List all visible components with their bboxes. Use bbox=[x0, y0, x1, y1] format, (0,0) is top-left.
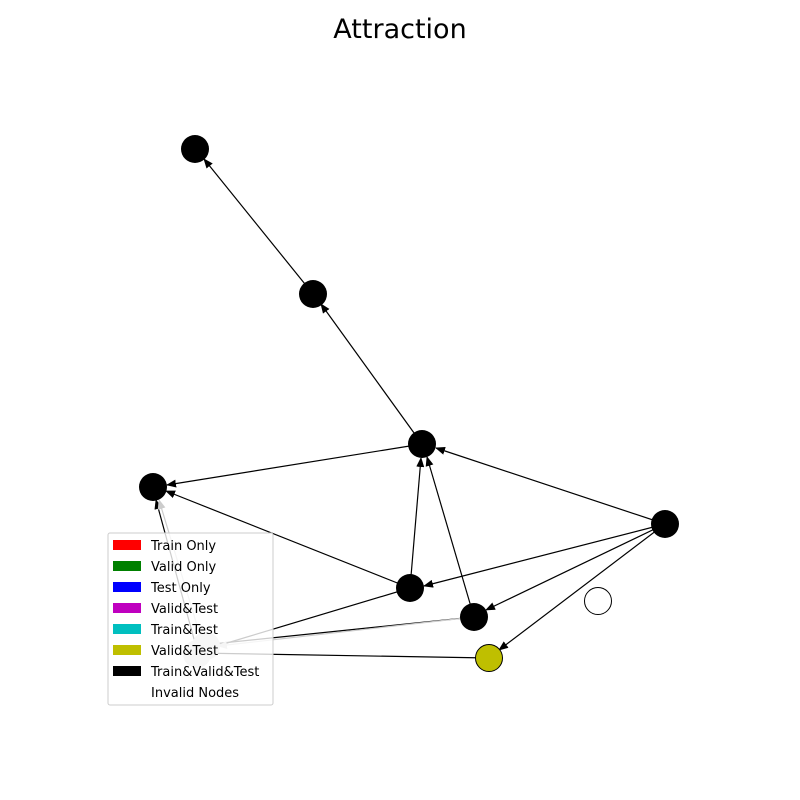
graph-node[interactable] bbox=[460, 603, 488, 631]
legend-swatch bbox=[113, 624, 141, 634]
legend-swatch bbox=[113, 561, 141, 571]
edge-n6-n3 bbox=[409, 457, 425, 589]
edge-n2-n1 bbox=[203, 158, 314, 295]
legend-label: Valid&Test bbox=[151, 644, 218, 659]
graph-node-invalid[interactable] bbox=[584, 587, 612, 615]
legend-label: Train&Valid&Test bbox=[150, 665, 259, 680]
legend-frame bbox=[107, 532, 274, 706]
page-title: Attraction bbox=[333, 14, 466, 45]
edge-n5-n6 bbox=[423, 523, 666, 588]
graph-node-valid-test[interactable] bbox=[475, 644, 503, 672]
graph-node[interactable] bbox=[408, 430, 436, 458]
legend-swatch bbox=[113, 582, 141, 592]
legend-swatch bbox=[113, 540, 141, 550]
legend-label: Invalid Nodes bbox=[151, 686, 239, 701]
graph-node[interactable] bbox=[396, 574, 424, 602]
legend-label: Valid&Test bbox=[151, 602, 218, 617]
legend-swatch bbox=[113, 666, 141, 676]
edge-n3-n4 bbox=[166, 443, 423, 488]
edge-n6-n4 bbox=[165, 490, 411, 589]
legend-label: Valid Only bbox=[151, 560, 217, 575]
edge-n3-n2 bbox=[320, 303, 423, 445]
graph-node[interactable] bbox=[299, 280, 327, 308]
edge-n5-n3 bbox=[435, 447, 666, 525]
graph-node[interactable] bbox=[651, 510, 679, 538]
graph-node[interactable] bbox=[139, 473, 167, 501]
legend-swatch bbox=[113, 645, 141, 655]
edge-n7-n3 bbox=[425, 456, 475, 618]
legend-label: Test Only bbox=[150, 581, 211, 596]
graph-node[interactable] bbox=[181, 135, 209, 163]
legend: Train Only Valid Only Test Only Valid&Te… bbox=[107, 532, 274, 706]
legend-label: Train Only bbox=[150, 539, 216, 554]
edge-n5-n7 bbox=[485, 523, 666, 611]
edge-n5-n8 bbox=[498, 523, 666, 651]
legend-swatch bbox=[113, 603, 141, 613]
legend-label: Train&Test bbox=[150, 623, 218, 638]
legend-swatch bbox=[113, 687, 141, 697]
